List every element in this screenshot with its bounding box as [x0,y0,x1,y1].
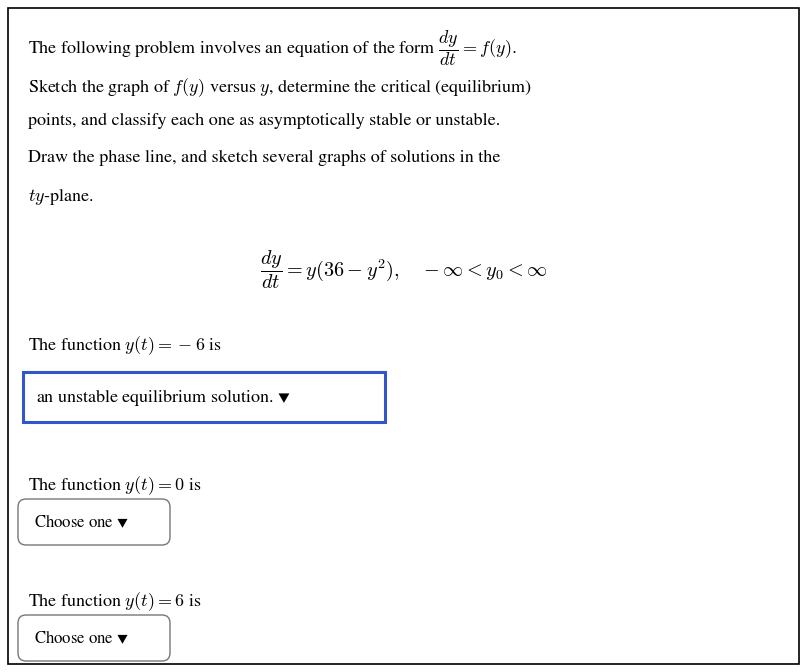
Text: $\dfrac{dy}{dt} = y(36 - y^2), \quad -\infty < y_0 < \infty$: $\dfrac{dy}{dt} = y(36 - y^2), \quad -\i… [260,249,547,291]
Text: Choose one $\blacktriangledown$: Choose one $\blacktriangledown$ [34,513,128,531]
Text: Sketch the graph of $f(y)$ versus $y$, determine the critical (equilibrium): Sketch the graph of $f(y)$ versus $y$, d… [28,76,533,99]
FancyBboxPatch shape [18,615,170,661]
Text: Choose one $\blacktriangledown$: Choose one $\blacktriangledown$ [34,629,128,647]
FancyBboxPatch shape [8,8,799,664]
Text: an unstable equilibrium solution. $\blacktriangledown$: an unstable equilibrium solution. $\blac… [36,386,291,407]
Text: Draw the phase line, and sketch several graphs of solutions in the: Draw the phase line, and sketch several … [28,150,500,166]
Text: points, and classify each one as asymptotically stable or unstable.: points, and classify each one as asympto… [28,113,500,129]
FancyBboxPatch shape [23,372,385,422]
Text: The function $y(t) = 0$ is: The function $y(t) = 0$ is [28,474,202,497]
FancyBboxPatch shape [18,499,170,545]
Text: The function $y(t) = 6$ is: The function $y(t) = 6$ is [28,590,202,613]
Text: The following problem involves an equation of the form $\dfrac{dy}{dt} = f(y).$: The following problem involves an equati… [28,28,516,68]
Text: The function $y(t) = -6$ is: The function $y(t) = -6$ is [28,334,222,357]
Text: $ty$-plane.: $ty$-plane. [28,187,94,207]
